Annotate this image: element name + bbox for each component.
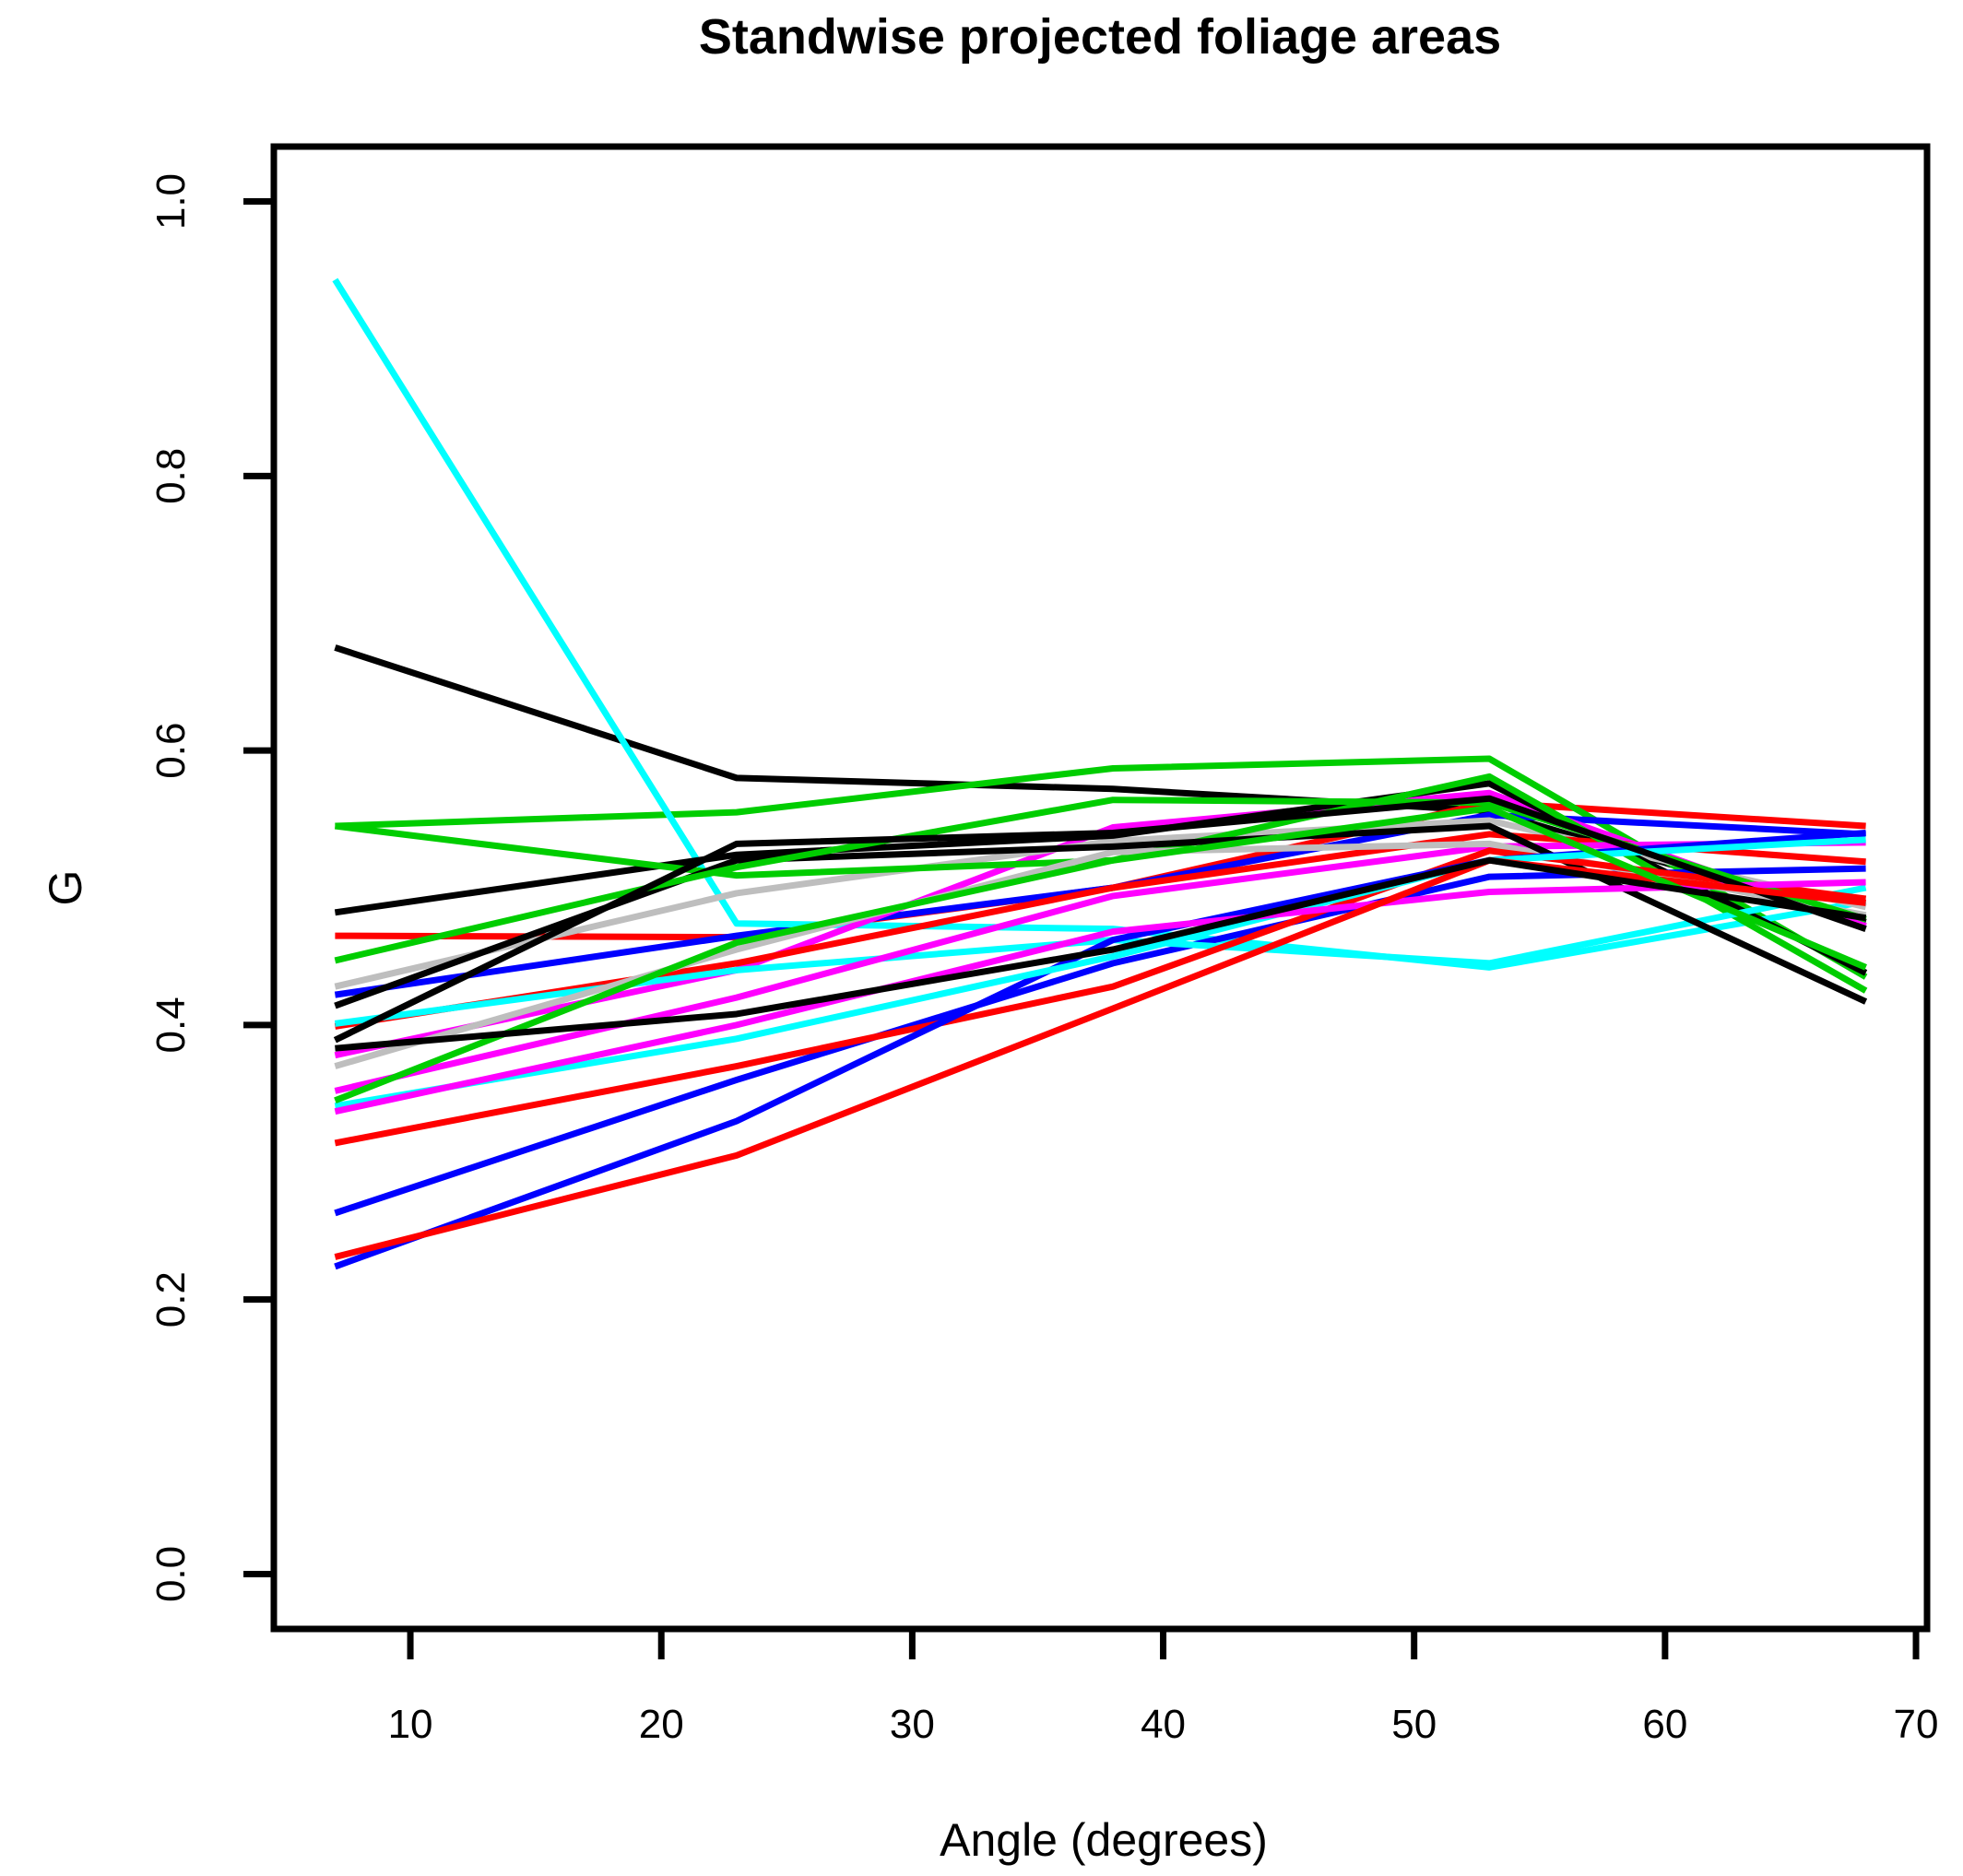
x-axis-tick-label: 60 (1642, 1702, 1687, 1747)
y-axis-tick-label: 0.2 (148, 1271, 194, 1327)
x-axis-label: Angle (degrees) (940, 1814, 1268, 1866)
plot-box (270, 143, 1931, 1633)
series-line (335, 755, 1868, 980)
series-line (334, 805, 1867, 1104)
series-line (334, 836, 1866, 1110)
series-line (335, 856, 1867, 1052)
y-axis-tick-label: 0.8 (148, 448, 194, 504)
chart-title: Standwise projected foliage areas (699, 9, 1501, 65)
series-line (333, 795, 1867, 1044)
y-axis-tick-label: 0.4 (148, 997, 194, 1053)
y-axis-tick-label: 0.6 (148, 723, 194, 779)
x-axis-tick-label: 30 (890, 1702, 935, 1747)
series-line (334, 847, 1867, 1147)
series-line (334, 879, 1866, 1115)
x-axis-tick-label: 40 (1141, 1702, 1186, 1747)
y-axis-tick-label: 1.0 (148, 173, 194, 230)
x-axis-tick-label: 20 (639, 1702, 684, 1747)
x-axis-tick-label: 10 (388, 1702, 433, 1747)
y-axis-tick-label: 0.0 (148, 1546, 194, 1602)
x-axis-tick-label: 70 (1894, 1702, 1939, 1747)
y-axis-label: G (40, 870, 91, 906)
series-line (334, 856, 1866, 1260)
x-axis-tick-label: 50 (1391, 1702, 1437, 1747)
plot-area: 10 20 30 40 50 60 70 0.0 0.2 0.4 0.6 0.8 1.0 (148, 143, 1939, 1747)
